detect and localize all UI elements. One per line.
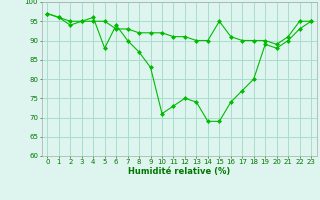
X-axis label: Humidité relative (%): Humidité relative (%) bbox=[128, 167, 230, 176]
